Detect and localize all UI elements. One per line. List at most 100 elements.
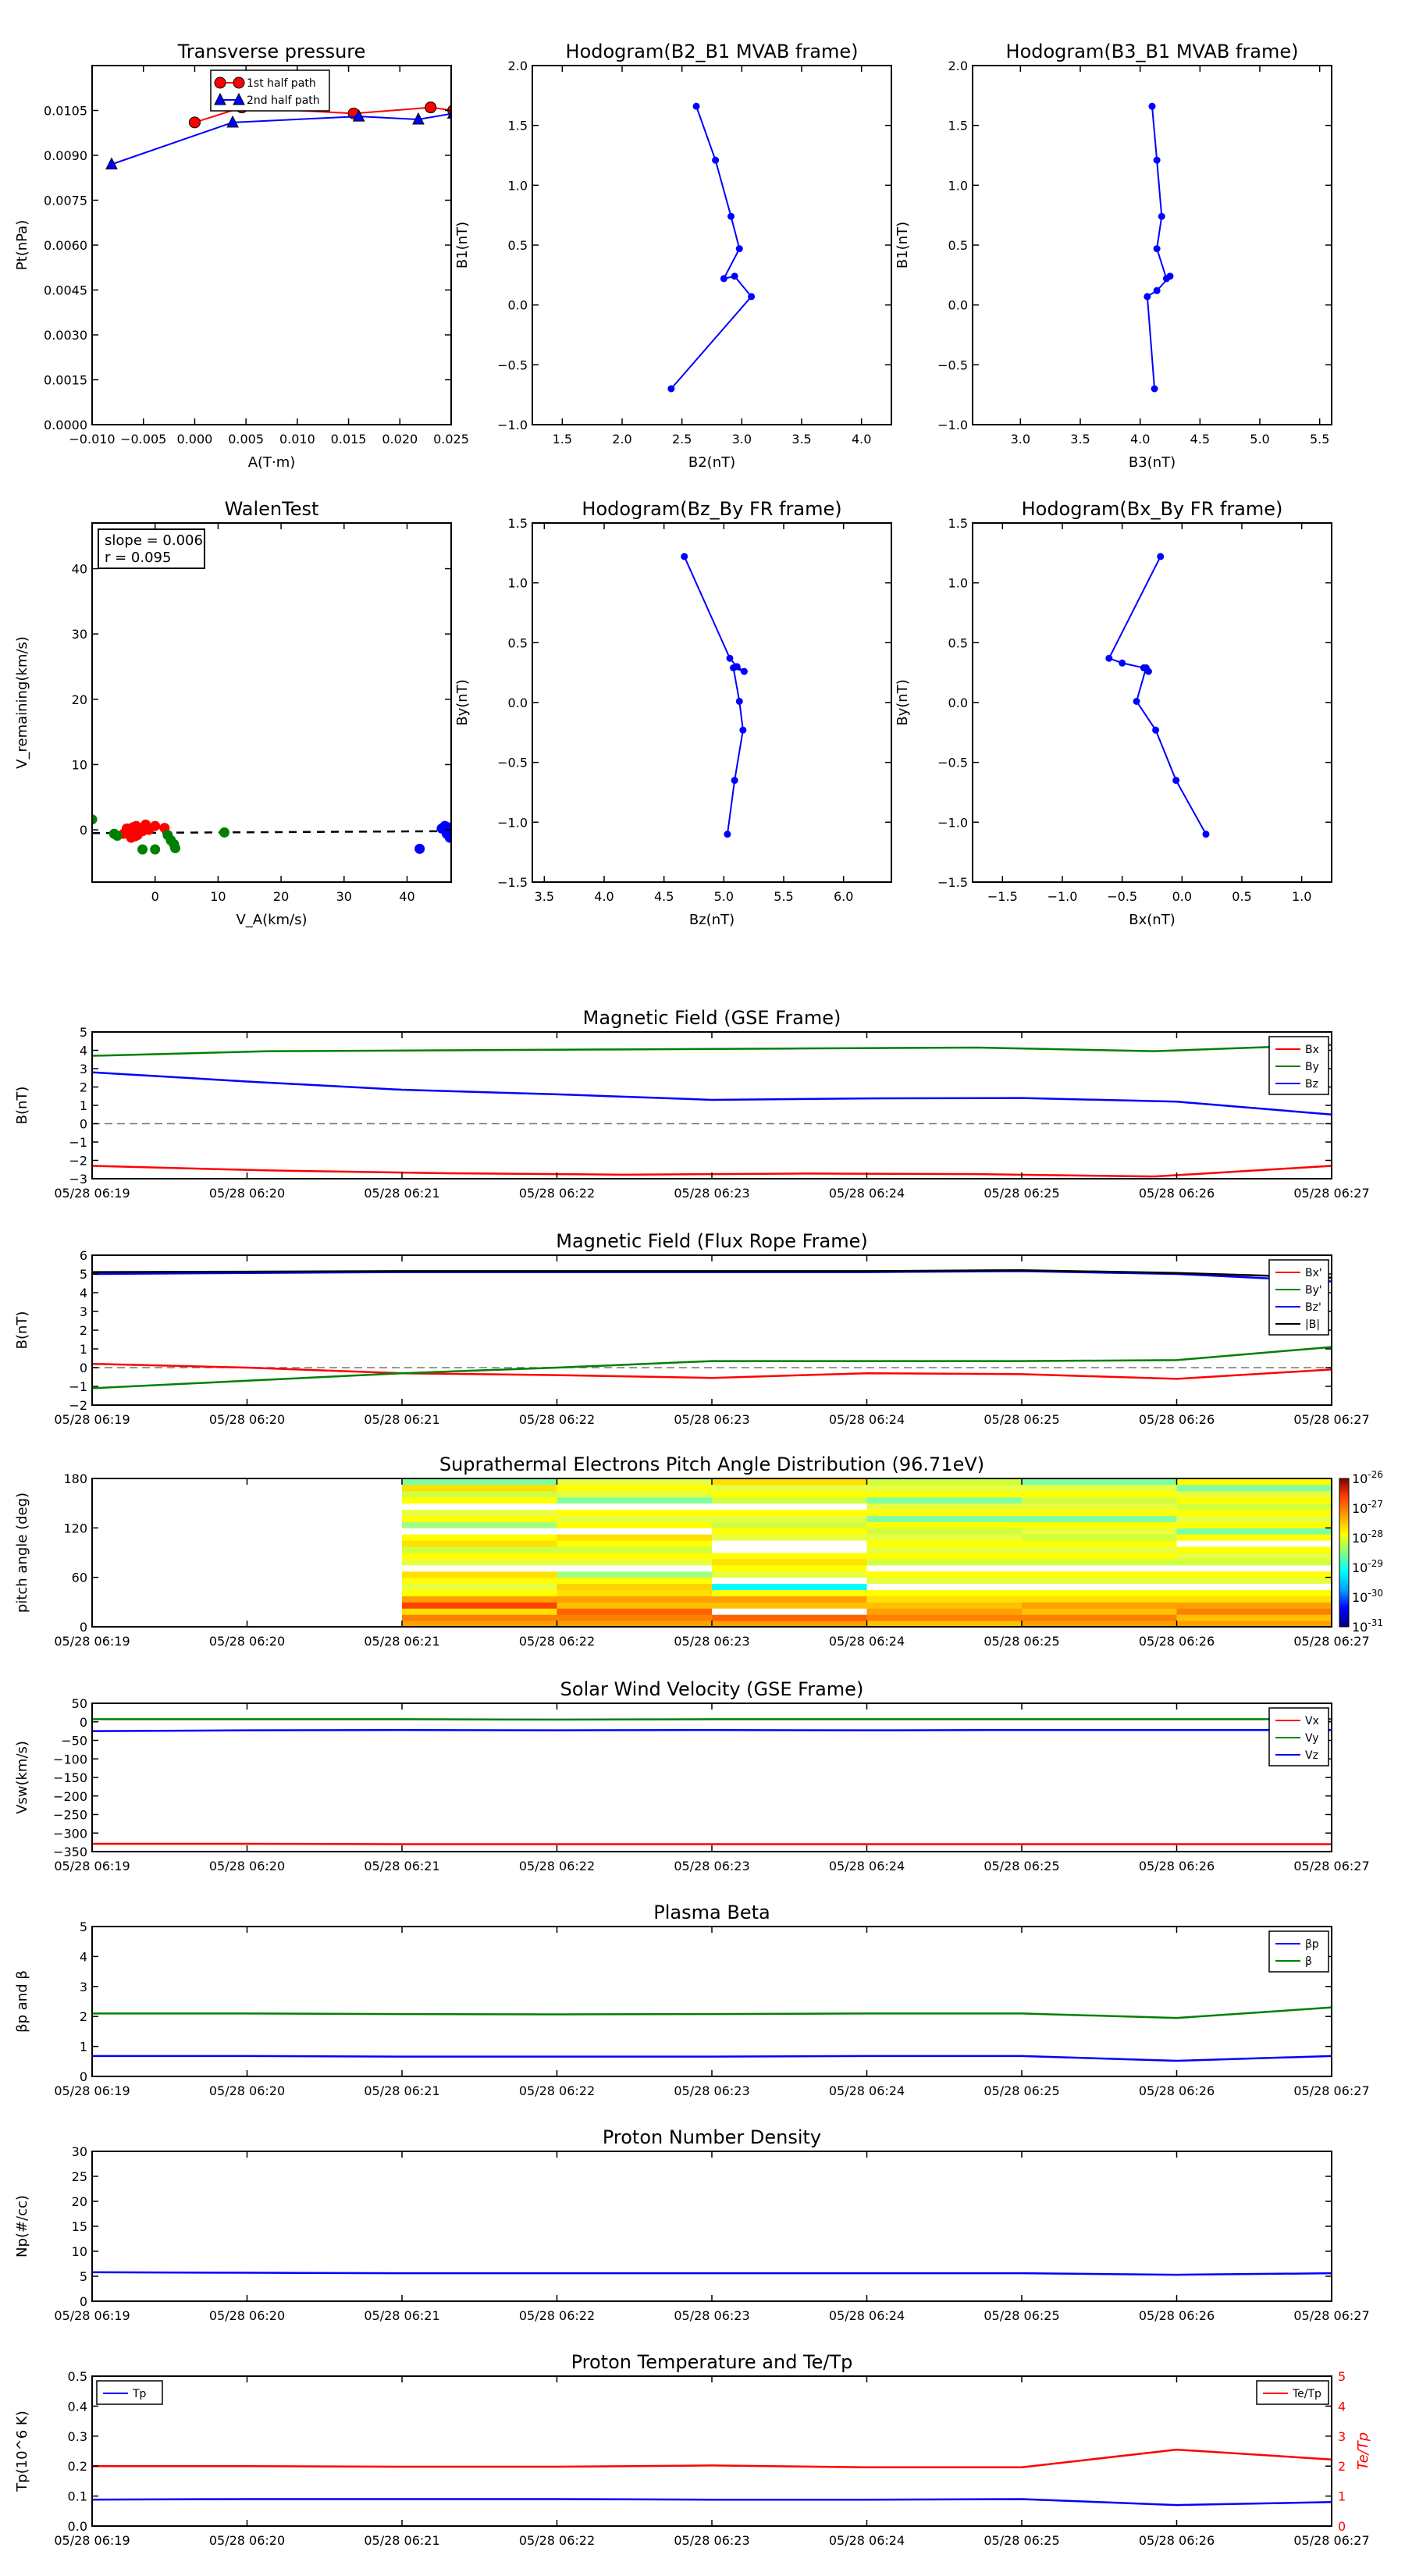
chart-bfr: −2 −1 0 1 2 3 4 5 6 05/28 06:19 05/28 06:20 05/28 0… [14,1230,1370,1427]
heatmap-cell [402,1534,557,1541]
legend-label: Te/Tp [1292,2388,1321,2400]
series-line [92,1268,1332,1279]
x-tick-label: 05/28 06:20 [209,1186,285,1201]
heatmap-cell [866,1596,1023,1603]
heatmap-cell [1022,1621,1177,1628]
y-tick-label: 0 [80,1715,87,1730]
y-tick-label: 180 [63,1471,87,1486]
data-point [1158,212,1165,220]
heatmap-cell [557,1546,713,1553]
plot-area [92,2006,1332,2062]
heatmap-cell [1022,1577,1177,1585]
heatmap-cell [1176,1528,1332,1535]
heatmap-cell [1022,1608,1177,1615]
chart-beta: 0 1 2 3 4 5 05/28 06:19 05/28 06:20 05/28 06:21 0… [14,1902,1370,2098]
heatmap-cell [866,1614,1023,1621]
data-point [219,827,229,838]
y-tick-label: −200 [53,1789,87,1804]
heatmap-cell [866,1496,1023,1504]
heatmap-cell [866,1521,1023,1528]
y-tick-label: 1 [80,1342,87,1357]
data-point [724,831,731,838]
x-axis-label: A(T·m) [248,454,296,471]
y-axis-label: Pt(nPa) [14,220,30,270]
chart-hzy: −1.5 −1.0 −0.5 0.0 0.5 1.0 1.5 3.5 4.0 4.5 5.0 5.5 6… [454,498,892,928]
heatmap-cell [557,1503,713,1510]
x-tick-label: 05/28 06:27 [1293,2083,1369,2098]
x-tick-label: 30 [336,889,352,904]
heatmap-cell [1176,1571,1332,1578]
x-tick-label: 6.0 [834,889,853,904]
heatmap-cell [557,1614,713,1621]
heatmap-cell [712,1589,867,1596]
x-tick-label: 05/28 06:25 [984,1412,1059,1427]
chart-title: Magnetic Field (GSE Frame) [583,1007,841,1029]
chart-title: Hodogram(B3_B1 MVAB frame) [1006,41,1299,62]
data-point [1151,385,1158,393]
plot-frame [91,65,452,425]
x-tick-label: 05/28 06:23 [674,1412,749,1427]
y2-tick-label: 0 [1338,2519,1346,2534]
y-tick-label: 0.0 [68,2519,87,2534]
x-axis-label: Bx(nT) [1129,912,1175,928]
y-tick-label: 30 [72,627,87,642]
y-tick-label: 0.0045 [44,283,87,298]
chart-title: Hodogram(B2_B1 MVAB frame) [566,41,859,62]
x-tick-label: 05/28 06:24 [829,2533,905,2548]
x-tick-label: 20 [273,889,289,904]
legend-label: 2nd half path [247,94,320,107]
legend-label: Vx [1305,1715,1319,1727]
x-tick-label: 05/28 06:26 [1139,1634,1215,1649]
y2-tick-label: 3 [1338,2429,1346,2444]
heatmap-cell [1176,1521,1332,1528]
legend-label: Bx [1305,1044,1319,1056]
heatmap-cell [1176,1602,1332,1609]
colorbar-tick-exponent: -28 [1368,1528,1383,1539]
heatmap-cell [712,1577,867,1585]
x-tick-label: 4.0 [1130,432,1150,447]
x-tick-label: 05/28 06:24 [829,2083,905,2098]
heatmap-cell [1022,1503,1177,1510]
data-point [1148,102,1156,110]
x-tick-label: 05/28 06:21 [364,2308,439,2323]
y2-tick-label: 2 [1338,2459,1346,2474]
x-tick-label: 05/28 06:24 [829,2308,905,2323]
y-tick-label: −350 [53,1845,87,1859]
x-tick-label: 05/28 06:26 [1139,2533,1215,2548]
y-tick-label: 0.0 [508,696,528,710]
heatmap-cell [1022,1596,1177,1603]
data-point [1153,286,1161,294]
y-tick-label: −1.5 [937,875,968,890]
chart-np: 0 5 10 15 20 25 30 05/28 06:19 05/28 06:20 05/28 … [14,2126,1370,2323]
heatmap-cell [557,1490,713,1498]
heatmap-cell [712,1553,867,1560]
x-tick-label: 05/28 06:20 [209,1859,285,1873]
data-point [425,101,437,114]
x-tick-label: 05/28 06:23 [674,1634,749,1649]
y-axis-label: pitch angle (deg) [14,1493,30,1613]
chart-vsw: −350 −300 −250 −200 −150 −100 −50 0 50 05/28 06:1… [14,1678,1370,1873]
legend-label: Bz [1305,1078,1318,1091]
plot-frame [972,522,1332,883]
heatmap-cell [866,1546,1023,1553]
heatmap-cell [1176,1484,1332,1492]
y-axis-label: βp and β [14,1970,30,2033]
x-tick-label: 3.0 [1011,432,1030,447]
chart-title: WalenTest [225,498,319,520]
heatmap-cell [1176,1478,1332,1485]
x-tick-label: 4.0 [852,432,871,447]
y-tick-label: 0.5 [948,635,968,650]
heatmap-cell [402,1614,557,1621]
chart-hxy: −1.5 −1.0 −0.5 0.0 0.5 1.0 1.5 −1.5 −1.0 −0.5 0.0 0… [895,498,1332,928]
plot-area [681,553,748,838]
heatmap-cell [557,1596,713,1603]
y-tick-label: 5 [80,1920,87,1934]
heatmap-cell [866,1608,1023,1615]
data-point [726,654,734,662]
heatmap-cell [712,1564,867,1572]
y-tick-label: 0.5 [68,2369,87,2384]
legend-label: Tp [132,2388,147,2400]
plot-frame [972,65,1332,425]
y-tick-label: 0 [80,2294,87,2309]
series-line [92,1044,1332,1057]
